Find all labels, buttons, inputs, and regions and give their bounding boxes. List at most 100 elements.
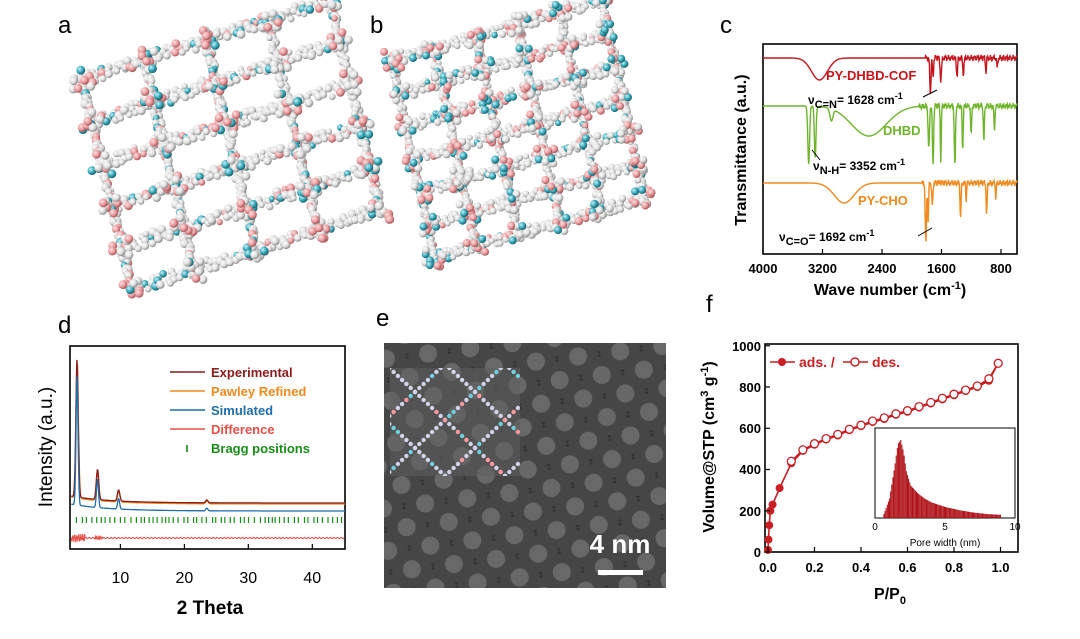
atom <box>248 163 256 171</box>
pxrd-chart: Experimental Pawley Refined Simulated Di… <box>36 345 346 619</box>
atom <box>493 130 502 139</box>
atom <box>674 426 678 430</box>
atom <box>451 465 456 471</box>
atom <box>473 278 477 282</box>
atom <box>331 410 335 414</box>
des-point <box>833 429 843 440</box>
ads-point <box>764 535 773 544</box>
atom <box>108 246 117 256</box>
pore-bar <box>956 509 958 518</box>
atom <box>192 87 201 96</box>
atom <box>223 117 232 127</box>
atom <box>631 198 640 207</box>
atom <box>119 105 129 115</box>
atom <box>511 594 515 598</box>
atom <box>166 142 176 152</box>
atom <box>579 141 588 149</box>
atom <box>357 442 361 446</box>
atom <box>490 294 494 298</box>
atom <box>314 4 324 13</box>
atom <box>580 6 586 13</box>
atom <box>183 45 190 52</box>
pore-bar <box>938 504 940 518</box>
atom <box>471 68 480 77</box>
atom <box>303 93 311 100</box>
atom <box>294 54 303 62</box>
atom <box>342 132 350 140</box>
atom <box>486 322 490 326</box>
atom <box>395 373 401 379</box>
ftir-trace-pycho <box>763 178 1018 242</box>
atom <box>593 334 597 338</box>
atom <box>296 150 305 160</box>
atom <box>609 33 618 42</box>
atom <box>175 186 185 196</box>
atom <box>550 318 554 322</box>
atom <box>639 155 648 164</box>
atom <box>522 228 531 237</box>
atom <box>275 109 284 119</box>
atom <box>481 270 485 274</box>
atom <box>563 306 567 310</box>
atom <box>468 385 473 391</box>
atom <box>605 204 614 213</box>
atom <box>133 152 142 161</box>
atom <box>574 216 584 226</box>
atom <box>448 217 456 224</box>
atom <box>287 237 295 244</box>
atom <box>468 441 473 447</box>
atom <box>582 215 590 223</box>
isotherm-plot-frame <box>764 343 1019 553</box>
atom <box>508 86 515 94</box>
atom <box>223 32 232 41</box>
atom <box>580 322 584 326</box>
atom <box>611 67 620 76</box>
atom <box>275 143 286 154</box>
atom <box>626 128 633 135</box>
atom <box>433 261 442 270</box>
atom <box>323 418 327 422</box>
atom <box>547 120 555 127</box>
pxrd-xlabel: 2 Theta <box>177 598 244 619</box>
nh-exp: -1 <box>897 157 905 167</box>
atom <box>374 466 378 470</box>
atom <box>169 218 179 228</box>
atom <box>683 362 687 366</box>
atom <box>568 34 577 43</box>
atom <box>529 338 533 342</box>
atom <box>476 141 484 149</box>
atom <box>207 172 215 180</box>
atom <box>489 112 497 120</box>
atom <box>447 310 451 314</box>
atom <box>182 136 192 146</box>
atom <box>417 441 422 447</box>
atom <box>417 385 422 391</box>
pore-bar <box>995 514 997 518</box>
atom <box>451 425 456 431</box>
panel-label-a: a <box>58 12 72 39</box>
atom <box>361 382 365 386</box>
atom <box>152 193 161 202</box>
pore-bar <box>895 455 897 518</box>
atom <box>666 458 670 462</box>
atom <box>92 149 101 159</box>
atom <box>425 401 431 407</box>
atom <box>142 230 150 237</box>
atom <box>417 195 426 204</box>
ftir-label-pycho: PY-CHO <box>858 193 908 208</box>
atom <box>494 258 498 262</box>
atom <box>444 114 453 123</box>
atom <box>390 469 392 475</box>
atom <box>141 242 150 250</box>
atom <box>327 422 331 426</box>
atom <box>390 368 392 371</box>
atom <box>563 306 567 310</box>
pore-bar <box>965 511 967 518</box>
atom <box>541 270 545 274</box>
co-sub: C=O <box>786 236 809 248</box>
atom <box>458 78 465 84</box>
iso-xtick: 0.8 <box>945 560 963 575</box>
atom <box>674 410 678 414</box>
atom <box>571 100 580 109</box>
atom <box>533 334 537 338</box>
